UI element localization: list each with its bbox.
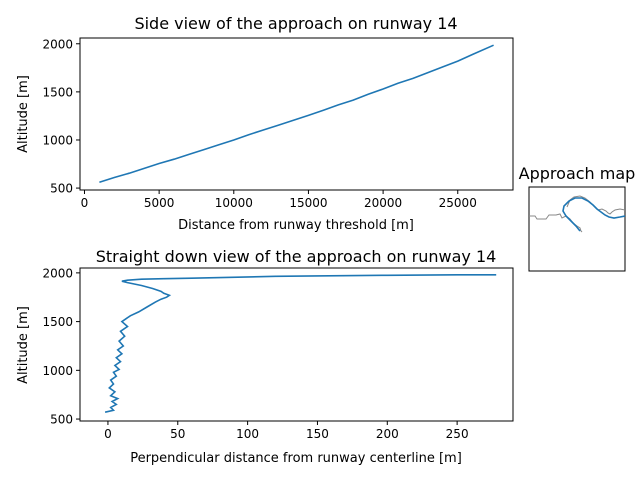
approach-map: Approach map [519, 164, 636, 272]
down-view-title: Straight down view of the approach on ru… [96, 247, 497, 266]
down-view-y-tick-label: 500 [50, 413, 73, 427]
approach-map-title: Approach map [519, 164, 636, 183]
side-view-y-tick-label: 500 [50, 182, 73, 196]
side-view-x-tick-label: 10000 [215, 196, 253, 210]
down-view-y-axis: 500 1000 1500 2000 [42, 266, 80, 427]
side-view-y-axis: 500 1000 1500 2000 [42, 37, 80, 196]
down-view-x-tick-label: 100 [236, 427, 259, 441]
down-view-y-tick-label: 1000 [42, 364, 73, 378]
down-view-plot-area [79, 267, 514, 422]
side-view-x-label: Distance from runway threshold [m] [178, 218, 414, 233]
side-view-y-tick-label: 2000 [42, 37, 73, 51]
side-view-plot-area [79, 37, 514, 191]
side-view-title: Side view of the approach on runway 14 [134, 14, 457, 33]
side-view-series-line [99, 44, 494, 184]
side-view-y-tick-label: 1000 [42, 133, 73, 147]
down-view-y-label: Altitude [m] [16, 306, 31, 384]
side-view-x-tick-label: 25000 [439, 196, 477, 210]
approach-map-track [562, 197, 625, 232]
down-view-x-label: Perpendicular distance from runway cente… [130, 451, 462, 466]
down-view-y-tick-label: 1500 [42, 315, 73, 329]
down-view-series-line [104, 274, 497, 413]
side-view-x-axis: 0 5000 10000 15000 20000 25000 [81, 190, 477, 210]
down-view-x-tick-label: 150 [306, 427, 329, 441]
down-view-x-tick-label: 0 [104, 427, 112, 441]
down-view-x-tick-label: 250 [446, 427, 469, 441]
side-view-x-tick-label: 15000 [289, 196, 327, 210]
side-view-x-tick-label: 0 [81, 196, 89, 210]
down-view-x-tick-label: 50 [170, 427, 185, 441]
side-view-y-label: Altitude [m] [16, 75, 31, 153]
side-view-x-tick-label: 20000 [364, 196, 402, 210]
down-view-x-tick-label: 200 [376, 427, 399, 441]
down-view-y-tick-label: 2000 [42, 266, 73, 280]
side-view-x-tick-label: 5000 [144, 196, 175, 210]
approach-map-frame [528, 186, 626, 272]
down-view-chart: Straight down view of the approach on ru… [16, 247, 514, 466]
side-view-y-tick-label: 1500 [42, 85, 73, 99]
side-view-chart: Side view of the approach on runway 14 0… [16, 14, 514, 233]
down-view-x-axis: 0 50 100 150 200 250 [104, 421, 469, 441]
